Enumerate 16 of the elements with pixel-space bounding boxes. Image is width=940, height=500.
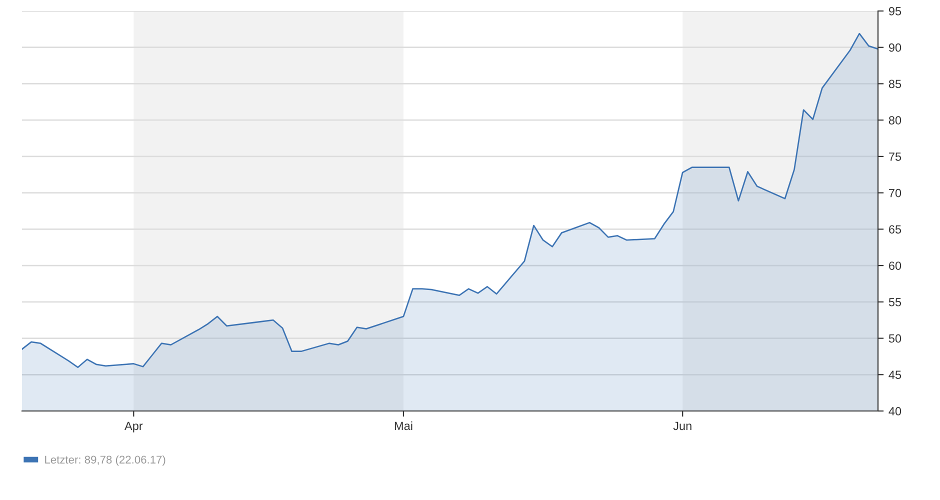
x-tick-label: Jun (673, 422, 692, 430)
y-tick-label: 60 (889, 262, 902, 270)
y-tick-label: 80 (888, 116, 902, 124)
y-tick-label: 40 (888, 407, 902, 416)
y-tick-label: 55 (888, 298, 902, 306)
legend-label: Letzter: 89,78 (22.06.17) (45, 455, 166, 466)
x-tick-label: Apr (124, 422, 143, 432)
y-tick-label: 75 (889, 152, 902, 161)
y-tick-label: 95 (888, 7, 902, 16)
x-tick-label: Mai (394, 421, 412, 430)
y-tick-label: 85 (888, 80, 902, 88)
y-tick-label: 50 (888, 334, 902, 343)
y-tick-label: 45 (888, 370, 902, 380)
y-tick-label: 65 (889, 225, 902, 234)
y-tick-label: 90 (888, 43, 902, 52)
y-tick-label: 70 (889, 188, 902, 198)
